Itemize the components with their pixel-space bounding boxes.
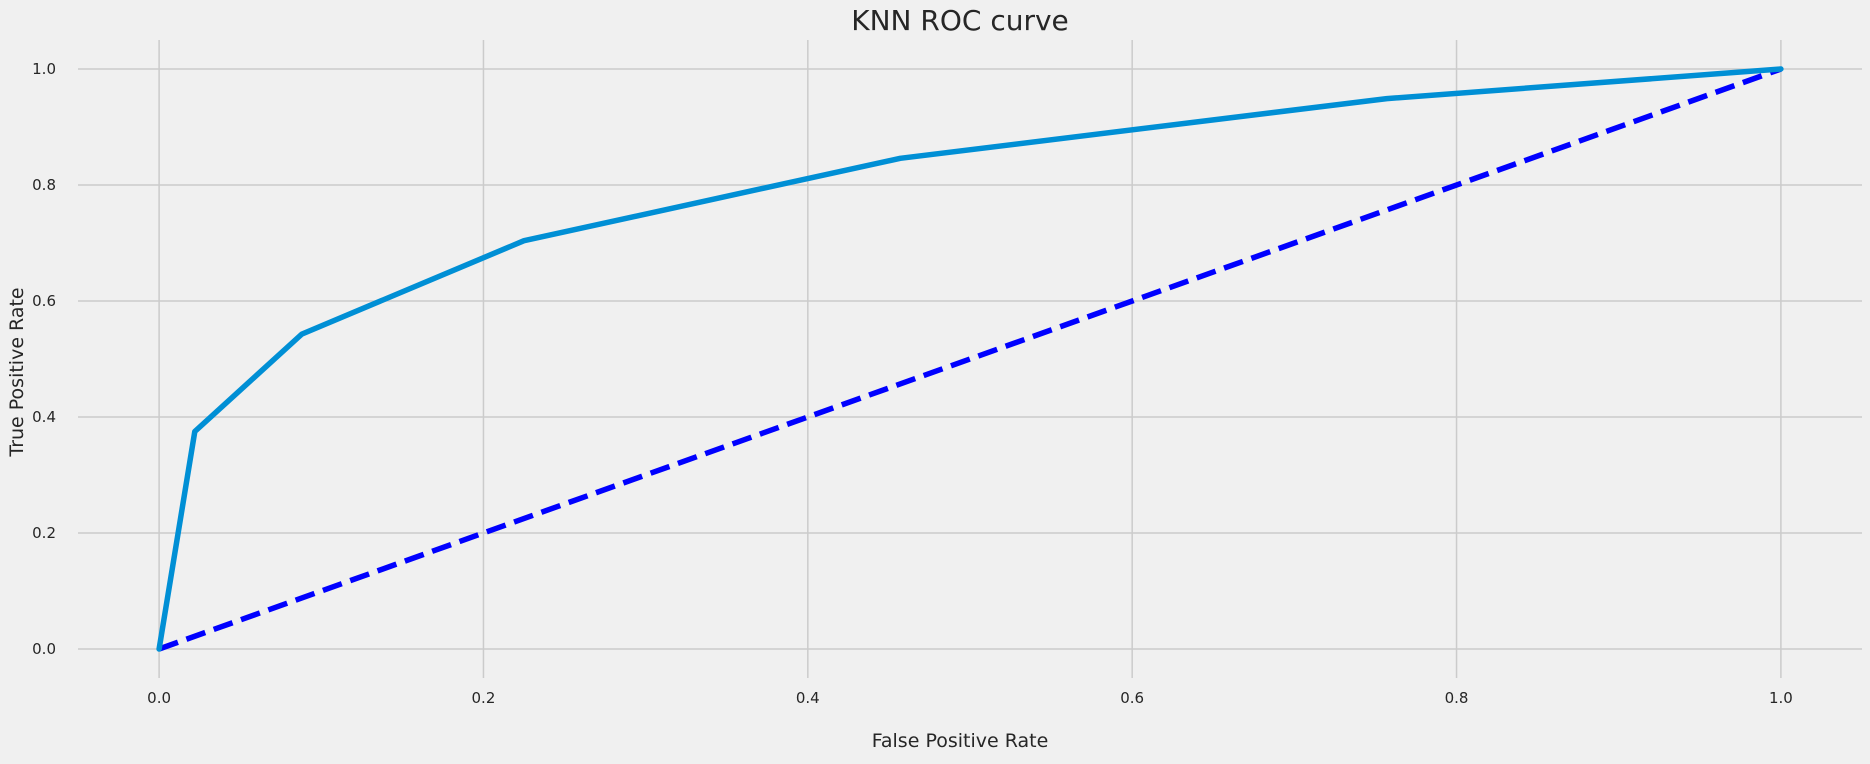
y-tick-label: 0.2 (32, 524, 56, 542)
y-axis-label: True Positive Rate (6, 287, 28, 457)
chance-diagonal-line (158, 66, 1782, 652)
chart-title: KNN ROC curve (851, 4, 1069, 37)
y-tick-label: 0.0 (32, 640, 56, 658)
y-tick-label: 0.6 (32, 292, 56, 310)
x-tick-label: 0.0 (147, 689, 171, 707)
y-tick-label: 0.8 (32, 176, 56, 194)
x-tick-label: 0.8 (1445, 689, 1469, 707)
x-tick-label: 1.0 (1769, 689, 1793, 707)
tick-labels: 0.0 0.2 0.4 0.6 0.8 1.0 0.0 0.2 0.4 0.6 0.8 1.0 (32, 60, 1793, 707)
y-tick-label: 0.4 (32, 408, 56, 426)
y-tick-label: 1.0 (32, 60, 56, 78)
grid-layer (78, 40, 1862, 678)
x-tick-label: 0.6 (1120, 689, 1144, 707)
series-layer (156, 66, 1784, 652)
x-axis-label: False Positive Rate (872, 730, 1049, 752)
roc-curve-line (156, 66, 1784, 652)
x-tick-label: 0.2 (472, 689, 496, 707)
x-tick-label: 0.4 (796, 689, 820, 707)
